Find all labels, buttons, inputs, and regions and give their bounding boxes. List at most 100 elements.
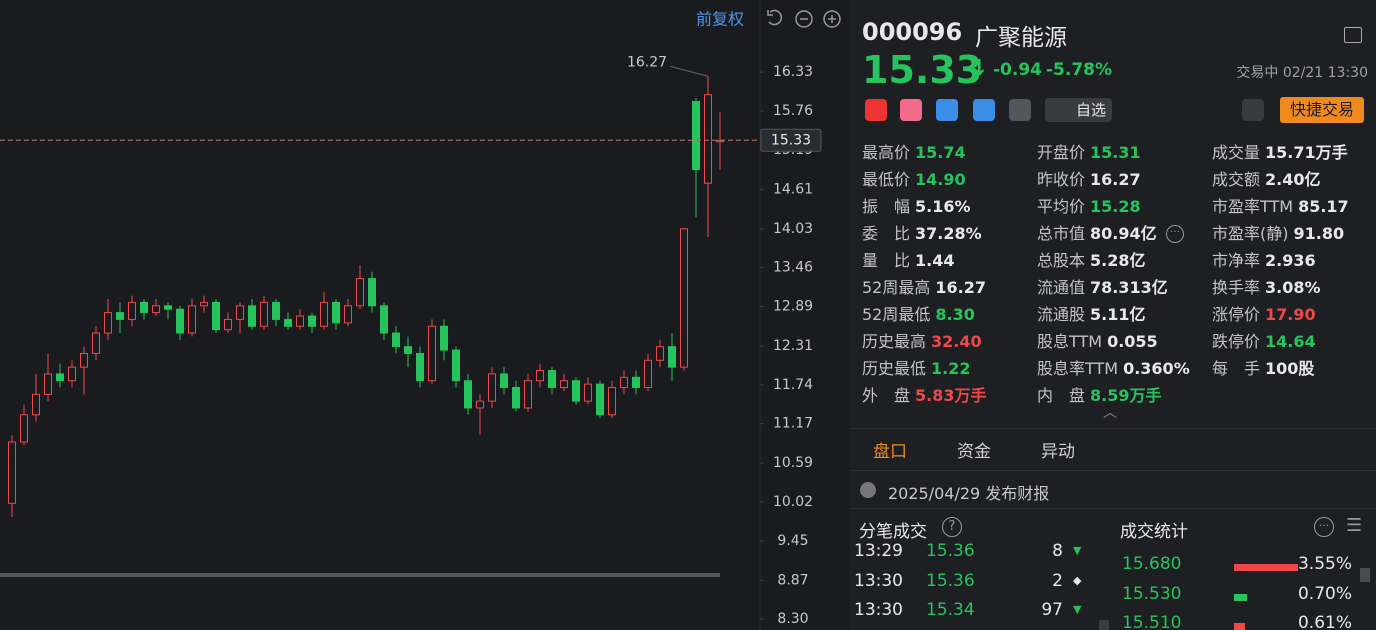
trade-time: 13:30 (854, 600, 903, 620)
flash-icon[interactable] (900, 99, 922, 121)
stat-row: 每 手 100股 (1212, 359, 1314, 379)
list-icon[interactable]: ☰ (1346, 515, 1363, 536)
candle-body (80, 352, 88, 368)
y-tick-label: 14.03 (773, 221, 813, 237)
candle-body (260, 301, 268, 327)
stat-label: 流通股 (1037, 305, 1086, 324)
stat-price: 15.510 (1122, 613, 1182, 630)
stat-value: 2.936 (1265, 251, 1316, 270)
pct-label: 3.55% (1297, 554, 1352, 574)
flag-icon[interactable] (865, 99, 887, 121)
candle-body (404, 346, 412, 354)
stat-row: 开盘价 15.31 (1037, 143, 1141, 163)
stat-row: 量 比 1.44 (862, 251, 955, 271)
stat-value: 5.28亿 (1090, 251, 1146, 270)
pct-label: 0.61% (1297, 613, 1352, 630)
stat-label: 最高价 (862, 143, 911, 162)
candle-body (512, 387, 520, 409)
stat-value: 8.30 (935, 305, 975, 324)
candle-body (284, 318, 292, 327)
stat-row: 最低价 14.90 (862, 170, 966, 190)
trade-price: 15.36 (926, 543, 975, 561)
trade-time: 13:29 (854, 543, 903, 561)
stat-value: 1.22 (931, 359, 971, 378)
candle-body (392, 332, 400, 348)
stat-label: 昨收价 (1037, 170, 1086, 189)
zoom-controls[interactable] (767, 9, 841, 28)
candle-body (116, 312, 124, 320)
stat-value: 17.90 (1265, 305, 1316, 324)
high-annotation: 16.27 (627, 54, 667, 70)
more-icon[interactable]: ··· (1314, 517, 1334, 537)
stat-value: 85.17 (1298, 197, 1349, 216)
stat-value: 0.055 (1107, 332, 1158, 351)
price-change-pct: -5.78% (1046, 60, 1113, 80)
doc-icon[interactable] (1009, 99, 1031, 121)
candle-body (416, 352, 424, 382)
pct-bar (1234, 564, 1298, 571)
help-icon[interactable]: ? (942, 517, 962, 537)
y-tick-label: 9.45 (777, 533, 808, 549)
tab[interactable]: 异动 (1041, 442, 1075, 462)
y-tick-label: 11.74 (773, 377, 813, 393)
candle-body (308, 315, 316, 327)
scrollbar[interactable] (0, 573, 720, 577)
stat-row: 外 盘 5.83万手 (862, 386, 987, 406)
stat-row: 跌停价 14.64 (1212, 332, 1316, 352)
candle-body (320, 301, 328, 327)
stat-value: 16.27 (935, 278, 986, 297)
scroll-thumb[interactable] (1099, 620, 1109, 630)
stat-row: 内 盘 8.59万手 (1037, 386, 1162, 406)
stat-label: 市净率 (1212, 251, 1261, 270)
trade-direction: ▼ (1073, 603, 1082, 616)
scroll-thumb[interactable] (1360, 568, 1370, 582)
candle-body (332, 301, 340, 324)
chart-bg (0, 0, 850, 630)
stock-code: 000096 (862, 18, 963, 46)
divider (850, 508, 1376, 509)
pct-bar (1234, 623, 1245, 630)
tab[interactable]: 资金 (957, 442, 991, 462)
stat-value: 16.27 (1090, 170, 1141, 189)
tab[interactable]: 盘口 (873, 442, 907, 462)
volume-stats: 15.680 3.55% 15.530 0.70% 15.510 0.61% (1110, 543, 1360, 630)
trade-volume: 2 (1052, 570, 1063, 591)
notice[interactable]: 2025/04/29 发布财报 (888, 484, 1050, 503)
y-tick-label: 10.02 (773, 494, 813, 510)
candle-body (644, 359, 652, 389)
trade-volume: 97 (1041, 600, 1063, 620)
candle-body (620, 376, 628, 389)
stat-row: 历史最高 32.40 (862, 332, 982, 352)
stat-label: 量 比 (862, 251, 911, 270)
candle-body (368, 278, 376, 307)
layout-icon[interactable] (1344, 27, 1362, 43)
tag-icon[interactable] (973, 99, 995, 121)
quick-trade-button[interactable]: 快捷交易 (1280, 97, 1364, 123)
stat-row: 股息TTM 0.055 (1037, 332, 1158, 352)
swap-icon[interactable] (936, 99, 958, 121)
candle-body (500, 373, 508, 389)
bell-icon[interactable] (1242, 99, 1264, 121)
candle-body (572, 380, 580, 402)
kline-chart: 前复权 16.3315.7615.1914.6114.0313.4612.891… (0, 0, 850, 630)
candle-body (692, 100, 700, 171)
candle-body (176, 308, 184, 334)
stat-value: 32.40 (931, 332, 982, 351)
candle-body (248, 305, 256, 327)
stat-value: 15.28 (1090, 197, 1141, 216)
stat-row: 市净率 2.936 (1212, 251, 1316, 271)
watch-button[interactable]: 自选 (1045, 98, 1112, 122)
y-tick-label: 12.31 (773, 338, 813, 354)
stat-label: 股息率TTM (1037, 359, 1119, 378)
candle-body (8, 441, 16, 504)
trade-time: 13:30 (854, 570, 903, 591)
stat-row: 股息率TTM 0.360% (1037, 359, 1190, 379)
more-icon[interactable]: ··· (1166, 225, 1184, 243)
adjust-button[interactable]: 前复权 (696, 10, 744, 29)
candle-body (584, 383, 592, 402)
candle-body (212, 301, 220, 331)
collapse-icon[interactable]: ︿ (1103, 405, 1117, 421)
y-tick-label: 11.17 (773, 416, 813, 432)
stat-row: 市盈率TTM 85.17 (1212, 197, 1349, 217)
notice-icon (860, 482, 876, 498)
